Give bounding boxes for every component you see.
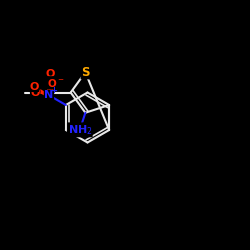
Text: +: + — [50, 86, 57, 95]
Text: N: N — [44, 90, 54, 100]
Text: O: O — [46, 69, 55, 79]
Text: O: O — [30, 88, 40, 98]
Text: S: S — [81, 66, 90, 79]
Text: NH$_2$: NH$_2$ — [68, 123, 92, 137]
Text: O: O — [29, 82, 38, 92]
Text: O$^-$: O$^-$ — [48, 77, 65, 89]
